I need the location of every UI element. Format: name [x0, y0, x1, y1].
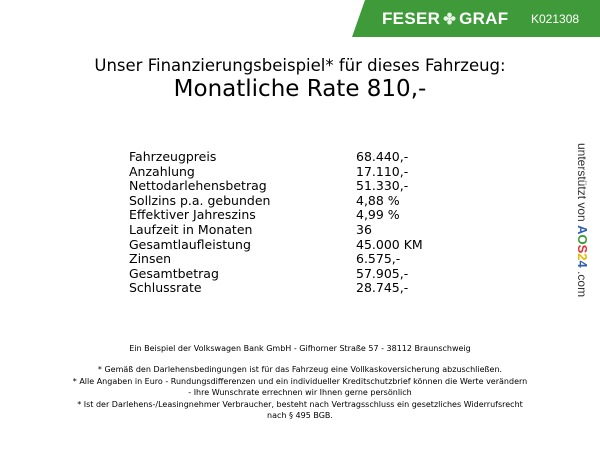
row-label: Zinsen	[129, 251, 172, 267]
bank-info: Ein Beispiel der Volkswagen Bank GmbH - …	[129, 344, 471, 353]
row-value: 45.000 KM	[356, 236, 423, 252]
row-label: Nettodarlehensbetrag	[129, 178, 267, 194]
row-label: Schlussrate	[129, 280, 202, 296]
table-row: Zinsen 6.575,-	[129, 252, 423, 267]
row-label: Gesamtlaufleistung	[129, 236, 251, 252]
aos24-logo: AOS24	[575, 225, 590, 268]
row-value: 57.905,-	[356, 265, 409, 281]
table-row: Nettodarlehensbetrag 51.330,-	[129, 179, 423, 194]
row-value: 51.330,-	[356, 178, 409, 194]
monthly-rate-title: Monatliche Rate 810,-	[173, 76, 427, 102]
footnote-1: * Gemäß den Darlehensbedingungen ist für…	[97, 365, 503, 374]
row-label: Laufzeit in Monaten	[129, 221, 253, 237]
row-value: 4,99 %	[356, 207, 400, 223]
row-value: 17.110,-	[356, 163, 409, 179]
row-label: Effektiver Jahreszins	[129, 207, 256, 223]
row-value: 36	[356, 221, 372, 237]
table-row: Fahrzeugpreis 68.440,-	[129, 149, 423, 165]
row-value: 68.440,-	[356, 149, 409, 164]
table-row: Gesamtlaufleistung 45.000 KM	[129, 236, 423, 253]
logo-suffix: .com	[575, 271, 589, 298]
clover-icon: ✤	[443, 11, 457, 28]
brand-right: GRAF	[459, 9, 509, 28]
header-banner	[352, 0, 600, 37]
table-row: Schlussrate 28.745,-	[129, 281, 423, 296]
table-row: Sollzins p.a. gebunden 4,88 %	[129, 192, 423, 209]
row-label: Sollzins p.a. gebunden	[129, 192, 271, 208]
row-label: Gesamtbetrag	[129, 265, 219, 281]
table-row: Laufzeit in Monaten 36	[129, 221, 423, 238]
vehicle-code: K021308	[531, 12, 580, 26]
footnote-3b: nach § 495 BGB.	[267, 411, 333, 420]
row-value: 4,88 %	[356, 192, 400, 208]
table-row: Gesamtbetrag 57.905,-	[129, 265, 423, 282]
subtitle: Unser Finanzierungsbeispiel* für dieses …	[94, 56, 506, 75]
row-label: Anzahlung	[129, 163, 195, 179]
supported-by: unterstützt von AOS24 .com	[575, 143, 590, 297]
row-label: Fahrzeugpreis	[129, 149, 217, 164]
brand-left: FESER	[382, 9, 441, 28]
footnote-3a: * Ist der Darlehens-/Leasingnehmer Verbr…	[77, 400, 523, 409]
table-row: Anzahlung 17.110,-	[129, 163, 423, 180]
footnote-2b: - Ihre Wunschrate errechnen wir Ihnen ge…	[188, 388, 412, 397]
finance-table: Fahrzeugpreis 68.440,- Anzahlung 17.110,- Ne…	[129, 149, 423, 296]
brand-logo: FESER ✤ GRAF	[382, 9, 508, 29]
table-row: Effektiver Jahreszins 4,99 %	[129, 208, 423, 223]
footnote-2a: * Alle Angaben in Euro - Rundungsdiffere…	[72, 377, 528, 386]
row-value: 6.575,-	[356, 251, 401, 267]
supported-by-text: unterstützt von	[575, 143, 589, 222]
row-value: 28.745,-	[356, 280, 409, 296]
